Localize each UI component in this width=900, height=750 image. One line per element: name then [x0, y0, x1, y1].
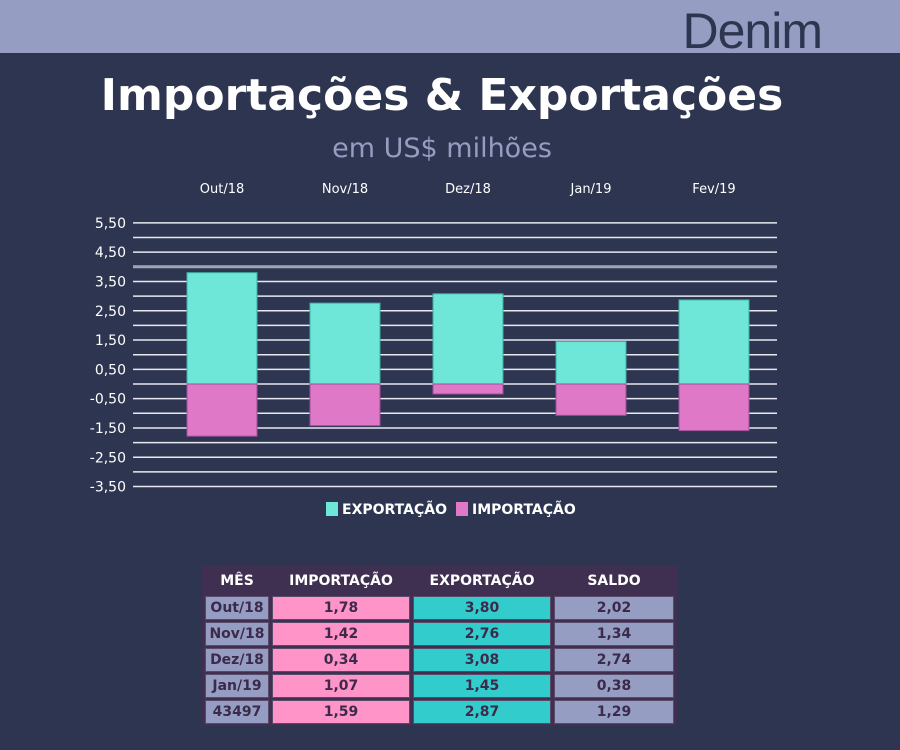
bar-importacao [678, 383, 750, 432]
bar-exportacao [555, 341, 627, 385]
y-tick-label: -1,50 [90, 421, 126, 437]
bar-importacao [309, 383, 381, 427]
legend-swatch-importacao [456, 502, 468, 516]
table-cell: 1,29 [554, 700, 674, 724]
table-row: Out/18 1,78 3,80 2,02 [205, 596, 674, 620]
table-cell: Jan/19 [205, 674, 269, 698]
category-label: Out/18 [200, 182, 245, 197]
table-cell: 1,59 [272, 700, 410, 724]
table-row: 43497 1,59 2,87 1,29 [205, 700, 674, 724]
y-tick-label: -2,50 [90, 450, 126, 466]
table-row: Jan/19 1,07 1,45 0,38 [205, 674, 674, 698]
table-cell: 3,80 [413, 596, 551, 620]
table-cell: 1,07 [272, 674, 410, 698]
table-cell: 3,08 [413, 648, 551, 672]
bar-exportacao [309, 302, 381, 385]
y-tick-label: -0,50 [90, 392, 126, 408]
table-cell: 2,74 [554, 648, 674, 672]
bar-exportacao [678, 299, 750, 385]
bar-exportacao [432, 293, 504, 385]
bar-importacao [186, 383, 258, 437]
table-row: Nov/18 1,42 2,76 1,34 [205, 622, 674, 646]
column-header: MÊS [220, 573, 254, 589]
y-tick-label: -3,50 [90, 480, 126, 496]
table-cell: 1,78 [272, 596, 410, 620]
page-title: Importações & Exportações [100, 70, 784, 121]
table-cell: 2,76 [413, 622, 551, 646]
column-header: EXPORTAÇÃO [429, 573, 535, 589]
header-bar: Denim [0, 0, 900, 59]
table-cell: Dez/18 [205, 648, 269, 672]
table-cell: 1,34 [554, 622, 674, 646]
y-tick-label: 5,50 [95, 216, 126, 232]
y-tick-label: 2,50 [95, 304, 126, 320]
bar-importacao [555, 383, 627, 416]
y-tick-label: 4,50 [95, 245, 126, 261]
y-tick-label: 0,50 [95, 362, 126, 378]
table-cell: 2,87 [413, 700, 551, 724]
table-cell: 1,42 [272, 622, 410, 646]
page-subtitle: em US$ milhões [332, 133, 552, 164]
legend-swatch-exportacao [326, 502, 338, 516]
legend-label-exportacao: EXPORTAÇÃO [342, 501, 447, 518]
table-cell: 2,02 [554, 596, 674, 620]
bar-importacao [432, 383, 504, 395]
table-cell: 0,34 [272, 648, 410, 672]
table-cell: 0,38 [554, 674, 674, 698]
legend-label-importacao: IMPORTAÇÃO [472, 501, 576, 518]
brand-logo: Denim [682, 3, 823, 59]
category-label: Dez/18 [445, 182, 491, 197]
bar-chart: 5,50 4,50 3,50 2,50 1,50 0,50 -0,50 -1,50 -2,50 -… [90, 182, 777, 518]
table-row: Dez/18 0,34 3,08 2,74 [205, 648, 674, 672]
table-cell: 43497 [205, 700, 269, 724]
bar-exportacao [186, 272, 258, 385]
category-label: Nov/18 [322, 182, 368, 197]
table-cell: Nov/18 [205, 622, 269, 646]
y-tick-label: 3,50 [95, 274, 126, 290]
data-table: MÊS IMPORTAÇÃO EXPORTAÇÃO SALDO Out/18 1,78 3… [202, 566, 677, 726]
table-cell: 1,45 [413, 674, 551, 698]
y-tick-label: 1,50 [95, 333, 126, 349]
column-header: IMPORTAÇÃO [289, 573, 393, 589]
category-label: Fev/19 [692, 182, 735, 197]
table-cell: Out/18 [205, 596, 269, 620]
column-header: SALDO [587, 573, 641, 589]
category-label: Jan/19 [570, 182, 612, 197]
